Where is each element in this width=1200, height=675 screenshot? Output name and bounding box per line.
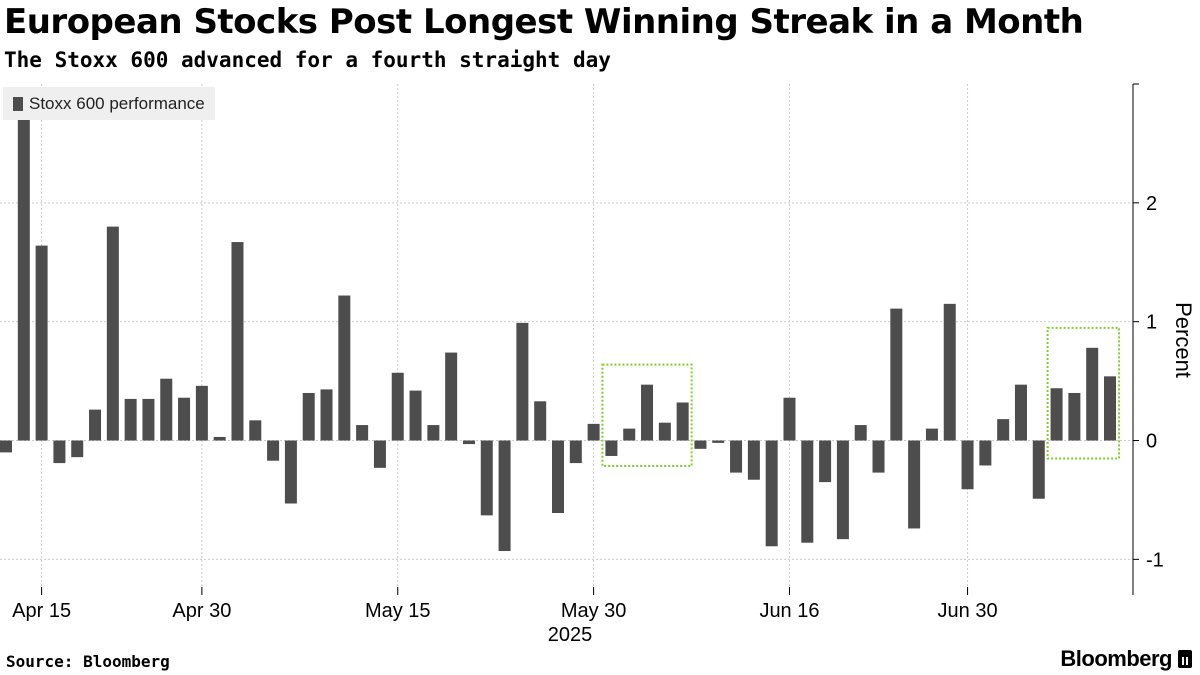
bar	[801, 440, 814, 543]
y-axis-label: Percent	[1171, 302, 1196, 378]
bar	[569, 440, 582, 464]
chart-title: European Stocks Post Longest Winning Str…	[4, 2, 1084, 42]
bloomberg-logo: Bloomberg	[1060, 646, 1192, 672]
bar	[534, 401, 547, 441]
bar	[142, 398, 155, 441]
x-tick-label: Apr 15	[12, 600, 71, 622]
bar	[747, 440, 760, 480]
bar	[338, 295, 351, 441]
bar	[1014, 384, 1027, 441]
bar	[658, 422, 671, 441]
legend-swatch	[13, 96, 23, 111]
y-axis: 2 1 0 -1	[1132, 83, 1164, 595]
bar	[605, 440, 618, 456]
bar	[641, 384, 654, 441]
bar	[765, 440, 778, 547]
bar	[1032, 440, 1045, 499]
source-note: Source: Bloomberg	[6, 652, 170, 671]
bar	[925, 428, 938, 441]
legend: Stoxx 600 performance	[3, 87, 215, 120]
bar	[836, 440, 849, 540]
x-tick-label: Jun 16	[759, 600, 819, 622]
bar	[979, 440, 992, 466]
bar	[872, 440, 885, 473]
bar	[730, 440, 743, 473]
bar	[106, 226, 119, 441]
bar	[89, 409, 102, 441]
bar	[160, 378, 173, 441]
highlight-box	[1046, 326, 1121, 460]
bar	[356, 425, 369, 441]
bar	[178, 397, 191, 441]
bar	[35, 245, 48, 441]
bar	[53, 440, 66, 464]
bars	[0, 119, 1116, 552]
bar	[498, 440, 511, 552]
bar	[890, 308, 903, 441]
bar	[391, 372, 404, 441]
bar	[1050, 388, 1063, 441]
bar	[302, 392, 315, 441]
bar	[320, 389, 333, 441]
bar	[908, 440, 921, 529]
bar	[284, 440, 297, 504]
bar	[1104, 376, 1116, 441]
y-tick-label: -1	[1146, 549, 1164, 571]
bar	[213, 436, 226, 441]
bar	[819, 440, 832, 483]
bar	[783, 397, 796, 441]
bar	[997, 419, 1010, 441]
chart-subtitle: The Stoxx 600 advanced for a fourth stra…	[4, 48, 611, 72]
y-tick-label: 1	[1146, 312, 1157, 334]
bar	[71, 440, 84, 458]
bar	[552, 440, 564, 514]
x-tick-label: Apr 30	[172, 600, 231, 622]
highlight-boxes	[601, 326, 1121, 467]
legend-label: Stoxx 600 performance	[29, 93, 205, 113]
bar	[587, 423, 600, 441]
bar	[480, 440, 493, 516]
bar	[623, 428, 636, 441]
bloomberg-wordmark: Bloomberg	[1060, 646, 1172, 671]
bar	[195, 385, 208, 441]
bar	[124, 398, 137, 441]
y-tick-label: 2	[1146, 193, 1157, 215]
x-tick-label: May 30	[561, 600, 627, 622]
bloomberg-terminal-icon	[1178, 650, 1192, 668]
bar	[961, 440, 974, 490]
bar	[854, 425, 867, 441]
x-tick-label: May 15	[365, 600, 431, 622]
y-tick-label: 0	[1146, 431, 1157, 453]
bar	[0, 440, 12, 453]
bar	[712, 440, 725, 443]
bar	[516, 322, 529, 441]
bar	[427, 425, 440, 441]
bar	[231, 242, 244, 441]
bar	[373, 440, 386, 468]
bar	[445, 352, 458, 441]
bar	[943, 303, 956, 441]
bar	[694, 440, 707, 449]
bar	[1068, 392, 1081, 441]
bar	[409, 390, 422, 441]
grid-lines	[0, 84, 1132, 595]
bar	[249, 420, 262, 441]
x-tick-label: Jun 30	[938, 600, 998, 622]
bar	[267, 440, 280, 461]
highlight-box	[601, 363, 693, 467]
bar	[17, 119, 30, 441]
bar	[1086, 347, 1099, 441]
bar	[462, 440, 475, 445]
x-axis-year-label: 2025	[548, 624, 593, 646]
bar	[676, 402, 689, 441]
x-axis: Apr 15 Apr 30 May 15 May 30 Jun 16 Jun 30	[12, 587, 998, 622]
